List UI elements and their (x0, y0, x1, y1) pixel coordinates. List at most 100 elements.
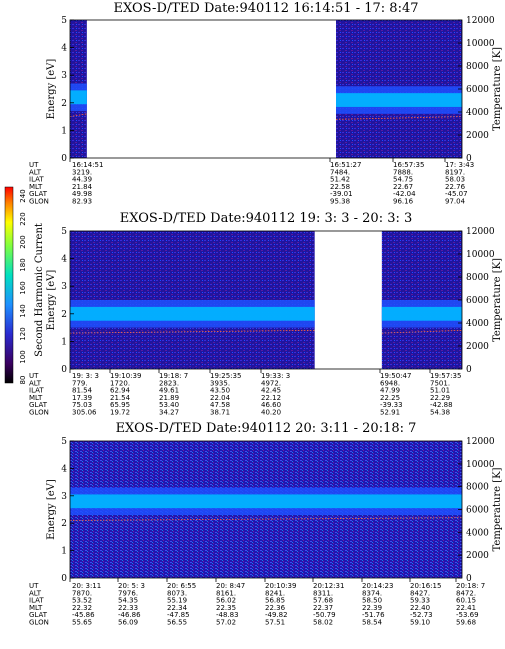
y2-tick-label: 2000 (466, 131, 489, 141)
orbit-row-label: UT (29, 161, 39, 169)
orbit-cell: 75.03 (72, 401, 92, 409)
orbit-cell: 16:14:51 (72, 161, 103, 169)
orbit-cell: 60.15 (456, 597, 476, 605)
orbit-cell: 53.52 (72, 597, 92, 605)
orbit-cell: 59.68 (456, 619, 476, 627)
orbit-row-label: MLT (29, 183, 43, 191)
y2-tick-label: 4000 (466, 528, 489, 538)
orbit-cell: 58.50 (362, 597, 382, 605)
colorbar-tick-label: 240 (19, 189, 27, 202)
chart-panel: EXOS-D/TED Date:940112 20: 3:11 - 20:18:… (29, 421, 503, 627)
spectral-peak (336, 93, 462, 107)
orbit-cell: 52.91 (380, 409, 400, 417)
orbit-row-label: GLAT (29, 401, 48, 409)
orbit-row-label: GLAT (29, 190, 48, 198)
y-tick-label: 1 (61, 337, 67, 347)
y2-tick-label: 6000 (466, 506, 489, 516)
orbit-cell: 34.27 (159, 409, 179, 417)
y-tick-label: 5 (61, 437, 67, 447)
orbit-cell: 7888. (393, 168, 413, 176)
orbit-cell: 20: 5: 3 (118, 582, 145, 590)
colorbar-tick-label: 220 (19, 212, 27, 225)
orbit-cell: -50.79 (313, 611, 336, 619)
orbit-cell: -46.86 (118, 611, 141, 619)
orbit-cell: 8427. (410, 589, 430, 597)
y2-tick-label: 2000 (466, 551, 489, 561)
orbit-cell: 47.58 (210, 401, 230, 409)
y-tick-label: 0 (61, 574, 67, 584)
orbit-cell: 55.65 (72, 619, 92, 627)
orbit-cell: 19:57:35 (430, 372, 461, 380)
colorbar-tick-label: 160 (19, 281, 27, 294)
orbit-cell: 8241. (265, 589, 285, 597)
orbit-row-label: ILAT (29, 387, 44, 395)
colorbar-tick-label: 120 (19, 327, 27, 340)
orbit-cell: 7484. (330, 168, 350, 176)
orbit-cell: 19.72 (110, 409, 130, 417)
y-tick-label: 2 (61, 310, 67, 320)
orbit-row-label: GLON (29, 409, 49, 417)
orbit-cell: 65.95 (110, 401, 130, 409)
orbit-cell: 22.39 (362, 604, 382, 612)
y-tick-label: 2 (61, 519, 67, 529)
y-tick-label: 0 (61, 154, 67, 164)
orbit-cell: 58.03 (445, 176, 465, 184)
temperature-trace (69, 517, 463, 521)
orbit-cell: 8311. (313, 589, 333, 597)
orbit-cell: 20: 3:11 (72, 582, 101, 590)
colorbar-scale (4, 186, 14, 384)
orbit-cell: 47.99 (380, 387, 400, 395)
chart-title: EXOS-D/TED Date:940112 20: 3:11 - 20:18:… (116, 421, 417, 436)
chart-panel: EXOS-D/TED Date:940112 19: 3: 3 - 20: 3:… (29, 211, 503, 417)
orbit-cell: 42.45 (261, 387, 281, 395)
orbit-row-label: UT (29, 582, 39, 590)
y-axis-label: Energy [eV] (46, 59, 57, 120)
orbit-row-label: ALT (29, 168, 42, 176)
y2-axis-label: Temperature [K] (492, 258, 503, 342)
orbit-cell: 82.93 (72, 198, 92, 206)
orbit-cell: 56.09 (118, 619, 138, 627)
orbit-cell: -39.01 (330, 190, 353, 198)
orbit-cell: 8073. (167, 589, 187, 597)
y-tick-label: 3 (61, 492, 67, 502)
orbit-cell: 3935. (210, 379, 230, 387)
spectral-peak (70, 90, 87, 105)
orbit-cell: 22.29 (430, 394, 450, 402)
orbit-cell: 22.34 (167, 604, 188, 612)
y2-tick-label: 8000 (466, 483, 489, 493)
orbit-cell: -53.69 (456, 611, 479, 619)
orbit-cell: 95.38 (330, 198, 350, 206)
orbit-cell: 20:12:31 (313, 582, 344, 590)
y2-tick-label: 12000 (466, 16, 495, 26)
orbit-cell: 7976. (118, 589, 138, 597)
orbit-cell: 19:50:47 (380, 372, 411, 380)
orbit-cell: 43.50 (210, 387, 230, 395)
orbit-cell: 56.02 (216, 597, 236, 605)
orbit-cell: 20:16:15 (410, 582, 441, 590)
orbit-row-label: ILAT (29, 176, 44, 184)
orbit-cell: 22.67 (393, 183, 413, 191)
colorbar-tick-label: 200 (19, 235, 27, 248)
orbit-cell: 16:57:35 (393, 161, 424, 169)
orbit-cell: 19:25:35 (210, 372, 241, 380)
orbit-cell: 40.20 (261, 409, 281, 417)
temperature-trace (336, 116, 463, 120)
orbit-cell: 38.71 (210, 409, 230, 417)
orbit-cell: 22.41 (456, 604, 476, 612)
orbit-cell: -48.83 (216, 611, 239, 619)
orbit-cell: -39.33 (380, 401, 403, 409)
orbit-cell: 22.36 (265, 604, 286, 612)
orbit-cell: 53.40 (159, 401, 179, 409)
orbit-cell: 779. (72, 379, 88, 387)
orbit-cell: 22.58 (330, 183, 350, 191)
orbit-cell: 8472. (456, 589, 476, 597)
orbit-cell: 51.42 (330, 176, 350, 184)
orbit-cell: 8374. (362, 589, 382, 597)
orbit-cell: 8197. (445, 168, 465, 176)
orbit-cell: 20:10:39 (265, 582, 296, 590)
orbit-cell: 54.75 (393, 176, 413, 184)
orbit-cell: 54.35 (118, 597, 138, 605)
orbit-row-label: MLT (29, 394, 43, 402)
orbit-cell: 59.10 (410, 619, 430, 627)
spectral-peak (70, 494, 462, 509)
